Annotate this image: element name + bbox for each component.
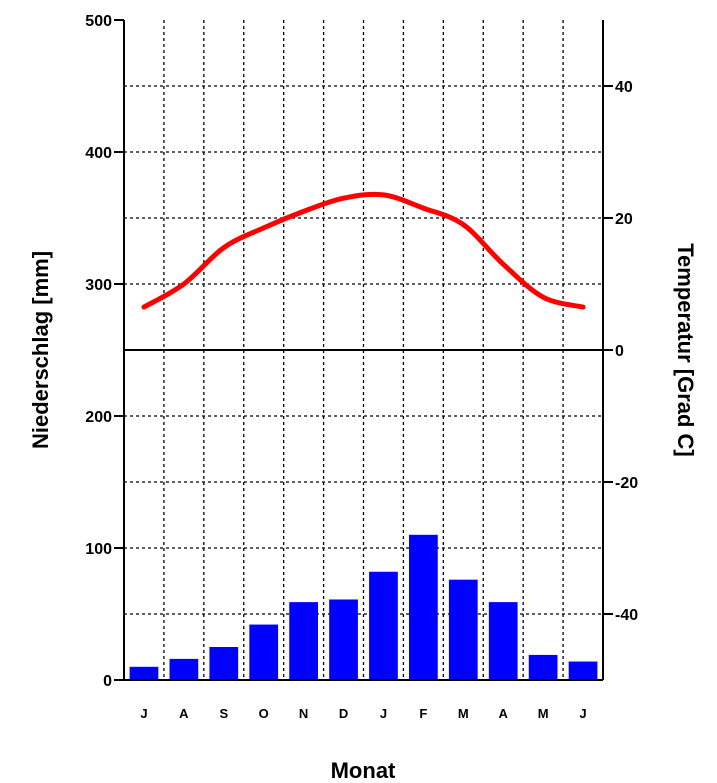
x-axis-title: Monat xyxy=(331,758,396,783)
left-tick-label: 100 xyxy=(85,541,112,558)
month-tick-label: D xyxy=(339,706,348,721)
precipitation-bar xyxy=(289,602,318,680)
month-tick-label: J xyxy=(140,706,147,721)
left-axis-ticks: 0 100 200 300 400 500 xyxy=(85,13,124,690)
temperature-line xyxy=(141,191,586,310)
left-tick-label: 0 xyxy=(103,673,112,690)
month-tick-label: A xyxy=(499,706,509,721)
precipitation-bar xyxy=(369,571,398,680)
y-axis-title-right: Temperatur [Grad C] xyxy=(673,243,698,457)
left-tick-label: 200 xyxy=(85,409,112,426)
precipitation-bar xyxy=(568,661,598,680)
month-tick-label: M xyxy=(458,706,469,721)
right-tick-label: 40 xyxy=(615,79,633,96)
month-tick-label: J xyxy=(380,706,387,721)
precipitation-bar xyxy=(329,599,358,680)
right-axis-ticks: -40 -20 0 20 40 xyxy=(603,79,638,624)
month-tick-label: S xyxy=(219,706,228,721)
temperature-series xyxy=(141,191,586,310)
precipitation-bar xyxy=(169,658,199,680)
left-tick-label: 400 xyxy=(85,145,112,162)
precipitation-bar xyxy=(209,647,239,680)
precipitation-bars xyxy=(129,534,598,680)
right-tick-label: -20 xyxy=(615,475,638,492)
month-tick-label: J xyxy=(579,706,586,721)
month-tick-label: A xyxy=(179,706,189,721)
y-axis-title-left: Niederschlag [mm] xyxy=(28,251,53,449)
month-tick-label: N xyxy=(299,706,308,721)
precipitation-bar xyxy=(448,579,478,680)
right-tick-label: -40 xyxy=(615,607,638,624)
precipitation-bar xyxy=(249,624,279,680)
month-tick-label: O xyxy=(259,706,269,721)
month-tick-label: F xyxy=(419,706,427,721)
left-tick-label: 300 xyxy=(85,277,112,294)
right-tick-label: 0 xyxy=(615,343,624,360)
precipitation-bar xyxy=(129,666,159,680)
left-tick-label: 500 xyxy=(85,13,112,30)
right-tick-label: 20 xyxy=(615,211,633,228)
precipitation-bar xyxy=(528,654,558,680)
precipitation-bar xyxy=(488,602,518,680)
precipitation-bar xyxy=(409,534,438,680)
month-tick-label: M xyxy=(538,706,549,721)
